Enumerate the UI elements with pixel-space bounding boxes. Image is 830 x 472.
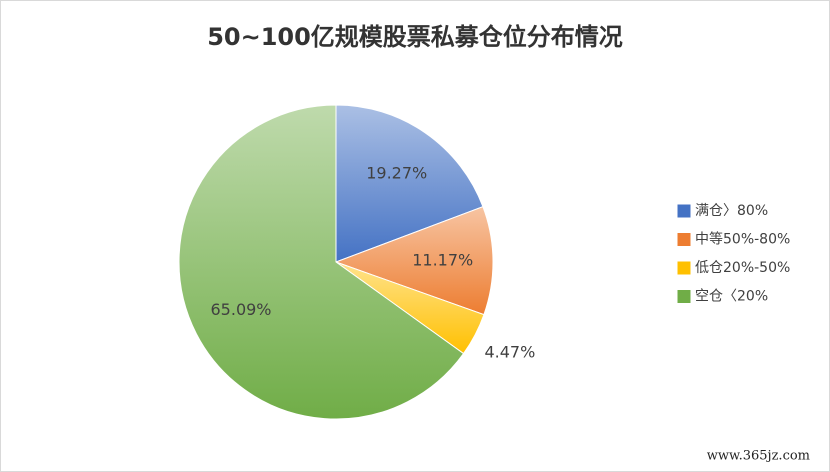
watermark: www.365jz.com: [707, 449, 810, 464]
legend-label: 满仓〉80%: [695, 203, 768, 219]
data-label: 11.17%: [412, 251, 473, 270]
data-label: 4.47%: [484, 343, 535, 362]
pie-slice: [178, 104, 465, 420]
legend-label: 中等50%-80%: [695, 231, 790, 248]
data-label: 65.09%: [211, 300, 272, 319]
legend-swatch: [677, 290, 691, 303]
legend-label: 低仓20%-50%: [695, 260, 790, 276]
chart-title: 50~100亿规模股票私募仓位分布情况: [207, 23, 623, 51]
legend-swatch: [677, 261, 691, 275]
legend-swatch: [677, 233, 691, 246]
pie-slice: [334, 206, 494, 316]
data-label: 19.27%: [366, 164, 427, 183]
legend-swatch: [677, 204, 691, 218]
pie-slice: [335, 104, 484, 263]
legend-label: 空仓〈20%: [695, 289, 768, 305]
